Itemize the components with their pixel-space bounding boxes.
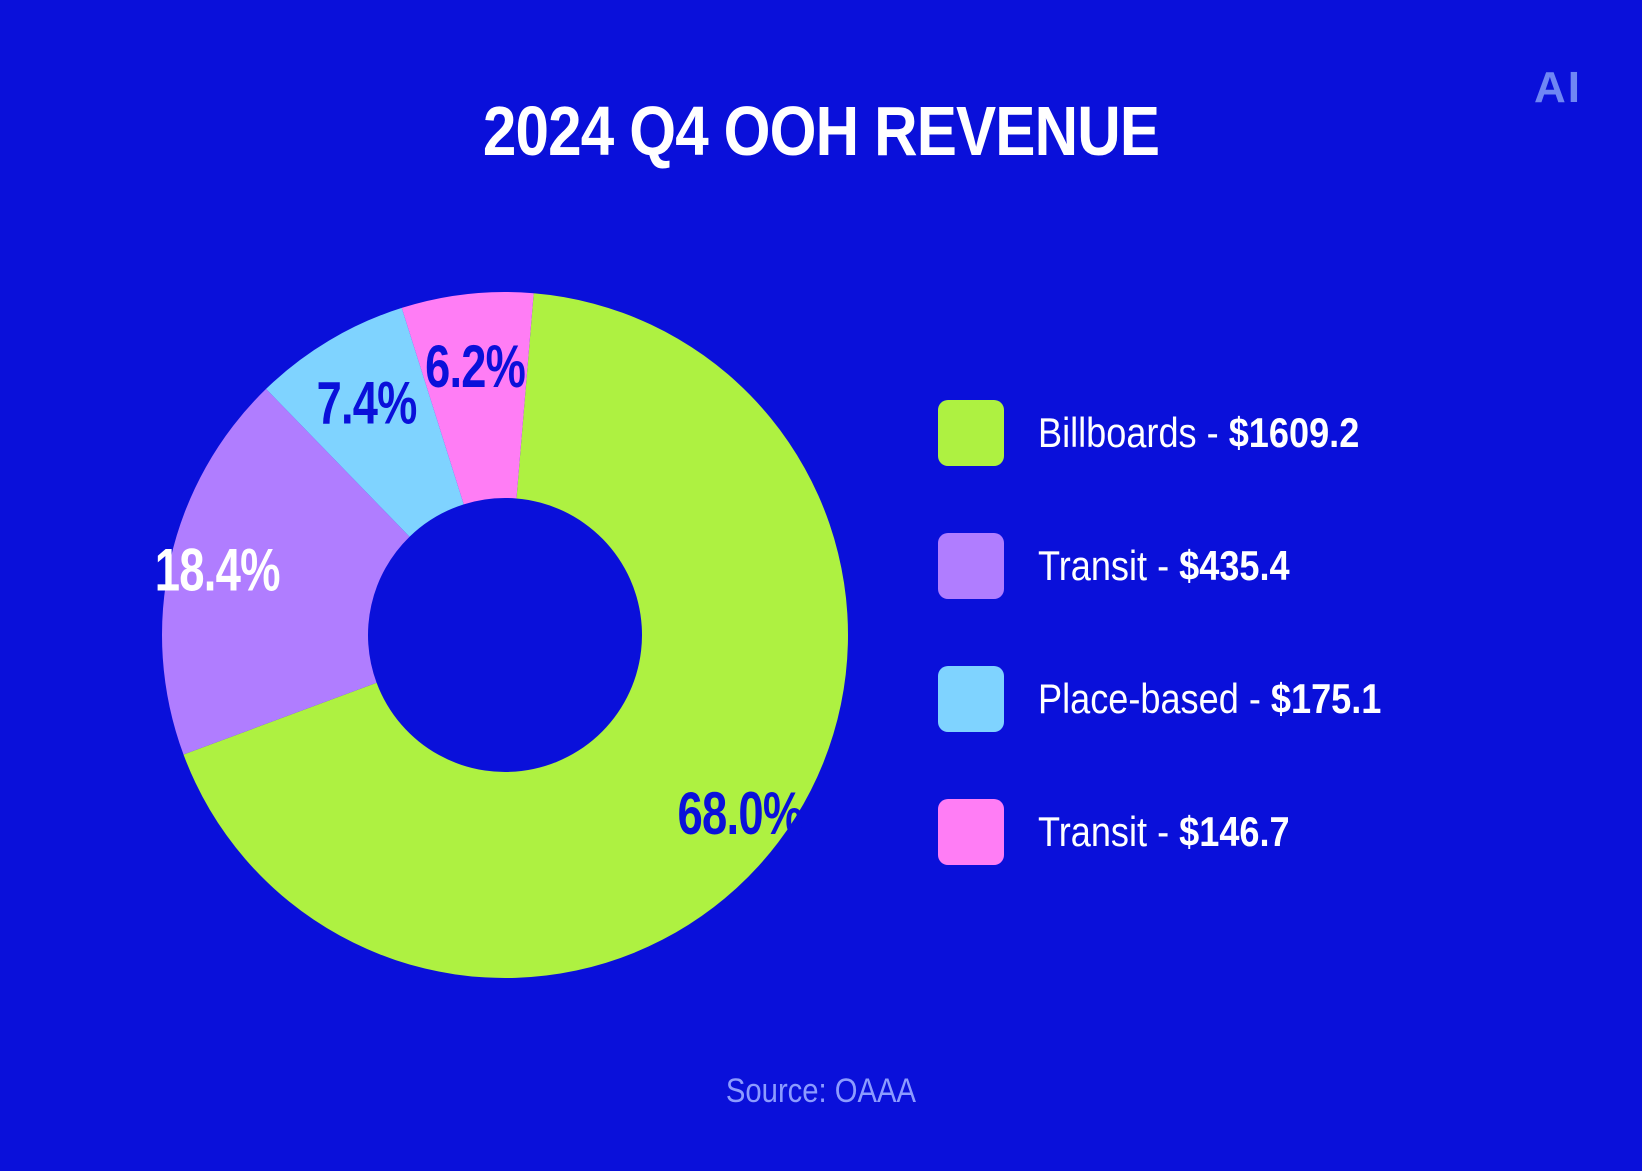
legend-item-1: Transit - $435.4 <box>938 533 1437 599</box>
chart-source: Source: OAAA <box>725 1072 917 1110</box>
brand-logo: AI <box>1534 63 1582 112</box>
legend-swatch <box>938 799 1004 865</box>
slice-label-1: 18.4% <box>155 537 280 604</box>
legend-series-name: Billboards - <box>1038 409 1229 456</box>
legend-series-name: Transit - <box>1038 542 1180 589</box>
slice-label-2: 7.4% <box>317 370 417 437</box>
legend-series-name: Place-based - <box>1038 675 1271 722</box>
legend-series-value: $435.4 <box>1179 542 1290 589</box>
donut-slice-0 <box>183 293 849 979</box>
legend-label: Place-based - $175.1 <box>1038 675 1381 723</box>
legend-series-name: Transit - <box>1038 808 1180 855</box>
slice-label-3: 6.2% <box>425 333 525 400</box>
legend-swatch <box>938 400 1004 466</box>
donut-slice-labels: 68.0% 18.4% 7.4%6.2% <box>155 333 804 847</box>
donut-slice-1 <box>161 388 410 755</box>
legend-item-2: Place-based - $175.1 <box>938 666 1437 732</box>
chart-title: 2024 Q4 OOH REVENUE <box>482 92 1160 170</box>
donut-slices <box>161 292 849 979</box>
legend-series-value: $1609.2 <box>1228 409 1360 456</box>
slice-label-0: 68.0% <box>677 780 802 847</box>
legend-swatch <box>938 666 1004 732</box>
donut-slice-3 <box>401 292 534 505</box>
legend-series-value: $146.7 <box>1179 808 1290 855</box>
chart-legend: Billboards - $1609.2 Transit - $435.4 Plac… <box>938 400 1437 932</box>
legend-swatch <box>938 533 1004 599</box>
legend-label: Transit - $146.7 <box>1038 808 1290 856</box>
legend-label: Billboards - $1609.2 <box>1038 409 1359 457</box>
legend-series-value: $175.1 <box>1270 675 1382 722</box>
legend-item-3: Transit - $146.7 <box>938 799 1437 865</box>
donut-slice-2 <box>266 307 464 537</box>
legend-item-0: Billboards - $1609.2 <box>938 400 1437 466</box>
legend-label: Transit - $435.4 <box>1038 542 1290 590</box>
